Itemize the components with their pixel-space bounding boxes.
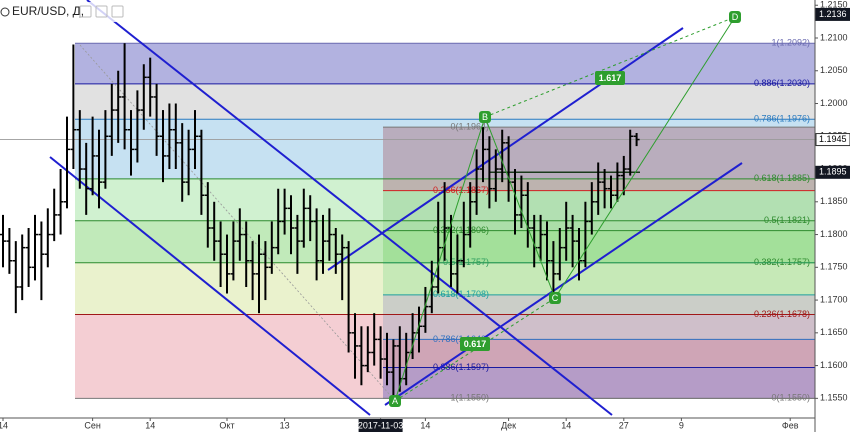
- fib-label: 0.236(1.1867): [433, 185, 489, 195]
- ratio-label: 0.617: [464, 339, 487, 349]
- price-axis-bg: [815, 0, 850, 432]
- pattern-point: [479, 111, 491, 123]
- fib-zone: [383, 230, 815, 263]
- price-badge-label: 1.2136: [819, 9, 847, 19]
- pattern-point: [389, 395, 401, 407]
- x-tick-label: 14: [561, 420, 571, 430]
- fib-zone: [383, 367, 815, 399]
- fib-label: 0.5(1.1757): [443, 257, 489, 267]
- pattern-point: [549, 292, 561, 304]
- x-tick-label: 14: [0, 420, 8, 430]
- fib-label: 0.236(1.1678): [754, 309, 810, 319]
- fib-zone: [383, 262, 815, 295]
- price-badge: [815, 133, 850, 147]
- ratio-label: 1.617: [599, 73, 622, 83]
- y-tick-label: 1.2100: [820, 32, 848, 42]
- y-tick-label: 1.1700: [820, 294, 848, 304]
- x-tick-label: Фев: [782, 420, 799, 430]
- x-tick-label: 13: [280, 420, 290, 430]
- time-axis-bg: [0, 418, 815, 432]
- x-tick-label: 27: [619, 420, 629, 430]
- fib-label: 0.886(1.2030): [754, 78, 810, 88]
- x-tick-label: Дек: [501, 420, 516, 430]
- y-tick-label: 1.1550: [820, 393, 848, 403]
- x-tick-label: 14: [145, 420, 155, 430]
- channel-line: [49, 156, 371, 416]
- y-tick-label: 1.2150: [820, 0, 848, 10]
- y-tick-label: 1.1750: [820, 262, 848, 272]
- y-tick-label: 1.2050: [820, 65, 848, 75]
- pattern-line: [394, 16, 736, 402]
- pattern-point-label: D: [732, 12, 739, 22]
- y-tick-label: 1.1800: [820, 229, 848, 239]
- fib-label: 0.786(1.1976): [754, 114, 810, 124]
- y-tick-label: 1.1650: [820, 327, 848, 337]
- y-tick-label: 1.1850: [820, 196, 848, 206]
- channel-line: [327, 27, 684, 271]
- ratio-box: [460, 337, 490, 351]
- ratio-box: [595, 71, 625, 85]
- pattern-point: [729, 11, 741, 23]
- x-tick-label: Окт: [219, 420, 234, 430]
- fib-label: 0.382(1.1757): [754, 257, 810, 267]
- price-badge-label: 1.1945: [819, 134, 847, 144]
- price-badge: [815, 7, 850, 21]
- fib-label: 1(1.1550): [450, 393, 489, 403]
- fib-zone: [75, 83, 815, 120]
- x-tick-label: Сен: [84, 420, 101, 430]
- header-button[interactable]: [79, 5, 92, 18]
- channel-line: [86, 0, 613, 416]
- fib-zone: [75, 43, 815, 84]
- fib-label: 0(1.1550): [771, 393, 810, 403]
- fib-zone: [383, 294, 815, 340]
- x-tick-label: 9: [679, 420, 684, 430]
- trend-line: [79, 44, 391, 396]
- header-button[interactable]: [111, 5, 124, 18]
- fib-label: 0.618(1.1708): [433, 289, 489, 299]
- fib-label: 0(1.1964): [450, 121, 489, 131]
- pattern-point-label: C: [552, 293, 559, 303]
- x-tick-label: 2017-11-03: [358, 420, 403, 430]
- fib-label: 0.382(1.1806): [433, 225, 489, 235]
- pattern-point-label: A: [392, 396, 398, 406]
- cursor-date-bg: [358, 419, 403, 432]
- pattern-point-label: B: [482, 112, 488, 122]
- pattern-dashed: [484, 16, 736, 118]
- fib-label: 0.618(1.1885): [754, 173, 810, 183]
- pattern-dashed: [394, 297, 556, 402]
- y-tick-label: 1.2000: [820, 98, 848, 108]
- fib-label: 1(1.2092): [771, 38, 810, 48]
- fib-label: 0.886(1.1597): [433, 362, 489, 372]
- x-tick-label: 14: [420, 420, 430, 430]
- chart-title: EUR/USD, Д,: [12, 4, 84, 18]
- price-badge-label: 1.1895: [819, 167, 847, 177]
- fib-zone: [383, 339, 815, 368]
- header-icon[interactable]: [0, 7, 10, 17]
- y-tick-label: 1.1600: [820, 360, 848, 370]
- price-badge: [815, 165, 850, 179]
- fib-label: 0.5(1.1821): [764, 215, 810, 225]
- header-button[interactable]: [95, 5, 108, 18]
